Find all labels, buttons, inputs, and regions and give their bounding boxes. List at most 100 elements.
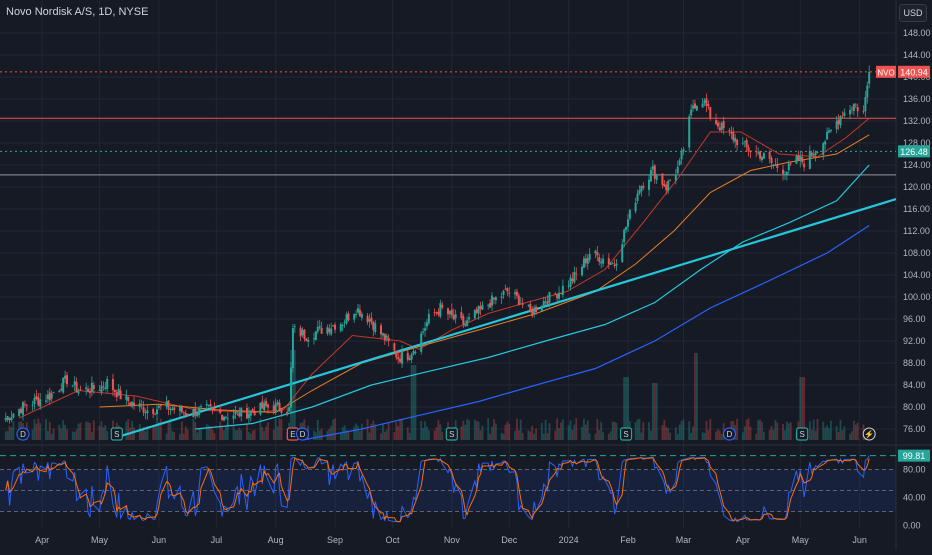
candle-body [330,328,333,335]
split-icon[interactable]: S [796,427,809,441]
event-label: D [20,430,26,439]
candle-body [638,190,641,194]
candle-body [387,337,390,342]
candle-body [39,399,42,407]
candle-body [414,352,417,354]
volume-bar [320,428,323,440]
candle-body [219,409,222,413]
candle-body [600,261,603,264]
candle-body [709,106,712,119]
dividend-icon[interactable]: D [722,427,737,441]
dividend-icon[interactable]: D [295,427,310,441]
candle-body [782,169,785,174]
candle-body [182,412,185,414]
time-tick-label: May [91,535,109,545]
candle-body [582,258,585,268]
volume-bar [355,423,358,440]
trendline[interactable] [116,198,897,439]
currency-button[interactable]: USD [899,4,927,22]
price-tick-label: 148.00 [903,28,931,38]
last-price-badge-text: 140.94 [900,67,928,77]
volume-bar [517,430,520,440]
candle-body [623,229,626,243]
candle-body [408,357,411,360]
volume-bar [759,419,761,440]
candle-body [73,381,76,386]
volume-bar [439,424,442,440]
candle-body [31,404,34,406]
candle-body [98,390,101,392]
candle-body [169,408,172,410]
volume-bar [600,421,603,440]
time-tick-label: Apr [736,535,750,545]
time-axis[interactable]: Apr May Jun Jul Aug Sep Oct Nov Dec 2024 Feb Mar Apr… [35,535,867,545]
candle-body [517,295,520,306]
flash-icon[interactable]: ⚡ [862,427,876,441]
candle-body [152,408,155,414]
candle-body [707,104,710,106]
volume-bar [757,420,760,440]
volume-bar [546,433,549,440]
volume-bar [625,377,627,440]
volume-bar [803,377,806,440]
ma_slow-line [195,164,870,430]
candle-body [301,329,304,336]
volume-bar [85,421,88,440]
volume-bar [561,419,564,440]
volume-bar [90,431,93,440]
candle-body [226,418,229,420]
candle-body [85,387,88,390]
volume-bar [475,421,478,440]
candle-body [816,151,819,153]
candle-body [200,406,203,407]
volume-bar [556,418,559,440]
candle-body [688,116,691,148]
volume-bar [849,433,851,440]
volume-bar [519,419,522,440]
candle-body [334,324,337,330]
candle-body [213,408,216,411]
last-price-badge [898,65,930,78]
volume-bar [768,430,771,440]
volume-bar [705,420,708,440]
candle-body [104,387,107,390]
candle-body [682,149,685,152]
candle-body [251,409,254,412]
price-tick-label: 84.00 [903,380,926,390]
candle-body [862,110,865,112]
volume-bar [427,430,430,440]
candle-body [648,179,651,190]
candle-body [849,109,852,115]
candle-body [52,392,55,394]
candle-body [20,408,23,414]
candle-body [801,156,804,163]
candle-body [383,334,386,341]
event-label: S [449,430,454,439]
candle-body [558,292,561,299]
volume-bar [316,420,319,440]
candle-body [803,163,806,168]
volume-bar [182,433,185,440]
volume-bar [504,424,507,440]
event-markers[interactable]: D S E D S S D S ⚡ [16,427,876,441]
volume-bar [420,420,423,440]
candle-body [466,320,469,326]
dividend-icon[interactable]: D [16,427,30,441]
volume-bar [380,433,382,440]
volume-bar [770,425,773,440]
volume-bar [366,418,369,440]
volume-bar [75,429,78,440]
candle-body [489,302,492,308]
volume-bar [745,419,748,440]
candle-body [615,263,618,266]
candle-body [385,335,388,339]
candle-body [768,151,771,159]
volume-bar [703,432,706,440]
split-icon[interactable]: S [445,427,458,441]
split-icon[interactable]: S [619,427,633,441]
split-icon[interactable]: S [110,427,123,441]
event-label: S [114,430,119,439]
trendline-segment [116,198,897,439]
volume-bar [251,430,254,440]
